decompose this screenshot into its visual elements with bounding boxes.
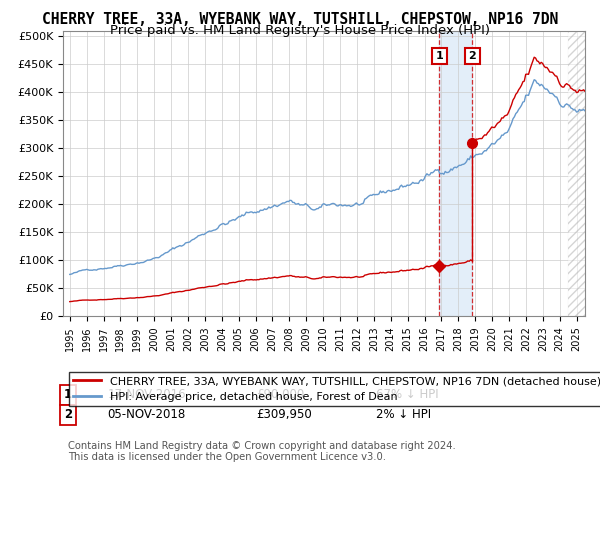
Text: 2: 2 xyxy=(469,51,476,61)
Text: 67% ↓ HPI: 67% ↓ HPI xyxy=(376,389,439,402)
Text: £309,950: £309,950 xyxy=(256,408,312,422)
Text: £90,000: £90,000 xyxy=(256,389,304,402)
Bar xyxy=(568,31,587,316)
Bar xyxy=(439,31,472,316)
Text: Contains HM Land Registry data © Crown copyright and database right 2024.
This d: Contains HM Land Registry data © Crown c… xyxy=(68,441,456,462)
Text: 17-NOV-2016: 17-NOV-2016 xyxy=(107,389,186,402)
Text: 2: 2 xyxy=(64,408,72,422)
Text: 1: 1 xyxy=(436,51,443,61)
Text: 2% ↓ HPI: 2% ↓ HPI xyxy=(376,408,431,422)
Legend: CHERRY TREE, 33A, WYEBANK WAY, TUTSHILL, CHEPSTOW, NP16 7DN (detached house), HP: CHERRY TREE, 33A, WYEBANK WAY, TUTSHILL,… xyxy=(68,372,600,407)
Text: Price paid vs. HM Land Registry's House Price Index (HPI): Price paid vs. HM Land Registry's House … xyxy=(110,24,490,37)
Text: 1: 1 xyxy=(64,389,72,402)
Text: 05-NOV-2018: 05-NOV-2018 xyxy=(107,408,185,422)
Text: CHERRY TREE, 33A, WYEBANK WAY, TUTSHILL, CHEPSTOW, NP16 7DN: CHERRY TREE, 33A, WYEBANK WAY, TUTSHILL,… xyxy=(42,12,558,27)
